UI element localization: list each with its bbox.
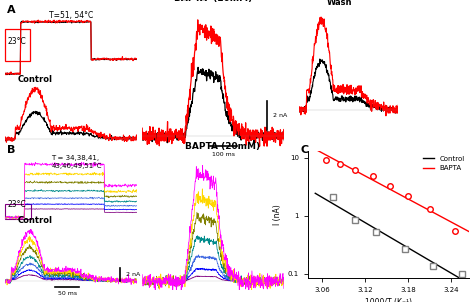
Text: T=51, 54°C: T=51, 54°C [48, 11, 93, 20]
Text: A: A [7, 5, 16, 14]
Text: 100 ms: 100 ms [212, 152, 236, 157]
Y-axis label: I (nA): I (nA) [273, 204, 282, 225]
Bar [5, 204, 31, 219]
Text: BAPTA  (20mM): BAPTA (20mM) [174, 0, 253, 3]
Text: 2 nA: 2 nA [126, 272, 140, 277]
Text: C: C [301, 145, 309, 155]
X-axis label: 1000/T (K⁻¹): 1000/T (K⁻¹) [365, 298, 412, 302]
Text: Control: Control [18, 75, 53, 84]
Text: Control: Control [18, 216, 53, 225]
Legend: Control, BAPTA: Control, BAPTA [422, 154, 466, 173]
Text: B: B [7, 145, 16, 155]
Text: T = 34,38,41,
43,46,49,51°C: T = 34,38,41, 43,46,49,51°C [51, 155, 102, 169]
Text: 50 ms: 50 ms [57, 291, 77, 296]
Bar [5, 29, 30, 61]
Text: Wash: Wash [327, 0, 352, 7]
Text: 2 nA: 2 nA [273, 113, 287, 118]
Text: BAPTA (20mM): BAPTA (20mM) [185, 142, 260, 151]
Text: 23°C: 23°C [8, 37, 26, 46]
Text: 23°C: 23°C [8, 200, 26, 209]
